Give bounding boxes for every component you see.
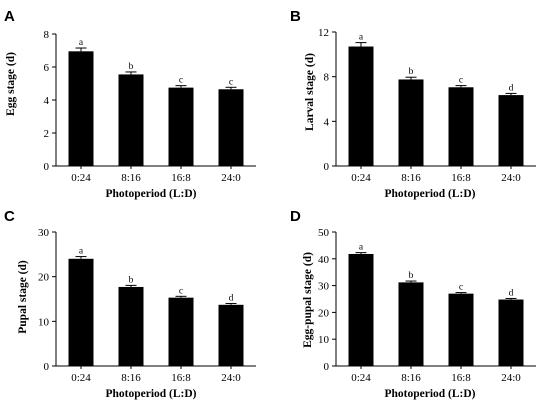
panel-d-bar [348, 253, 374, 366]
panel-d-y-tick-label: 0 [324, 361, 330, 373]
panel-c-bar [168, 297, 194, 366]
panel-b-y-tick-label: 0 [324, 161, 330, 173]
panel-a-bar [218, 89, 244, 166]
panel-c-y-tick-label: 20 [38, 272, 50, 284]
panel-a-bar [168, 87, 194, 166]
panel-b-x-tick-label: 8:16 [401, 172, 421, 184]
panel-b-significance-label: b [409, 67, 414, 77]
panel-c-x-tick-label: 24:0 [221, 372, 241, 384]
panel-c-significance-label: a [79, 247, 84, 257]
panel-c-significance-label: b [129, 275, 134, 285]
panel-c-x-tick-label: 16:8 [171, 372, 191, 384]
panel-d-y-tick-label: 10 [318, 334, 330, 346]
panel-a-ylabel: Egg stage (d) [5, 52, 17, 116]
panel-letter-a: A [4, 8, 15, 25]
panel-b-ylabel: Larval stage (d) [304, 53, 316, 131]
panel-b-bar [498, 95, 524, 166]
panel-a-significance-label: c [229, 77, 233, 87]
panel-b: B Larval stage (d) Photoperiod (L:D) 0 4 8… [290, 8, 536, 200]
panel-a-significance-label: c [179, 76, 183, 86]
panel-d-y-tick-label: 50 [318, 227, 330, 239]
panel-d-y-tick-label: 20 [318, 307, 330, 319]
panel-b-plot: 0 4 8 12 a 0:24 b 8:16 c 16:8 d 24:0 [318, 27, 536, 184]
panel-d-bar [398, 282, 424, 366]
panel-d-x-tick-label: 0:24 [351, 372, 371, 384]
panel-letter-b: B [290, 8, 301, 25]
panel-c-y-tick-label: 10 [38, 316, 50, 328]
panel-a-bar [118, 74, 144, 166]
panel-a-y-tick-label: 0 [44, 161, 50, 173]
panel-d-x-tick-label: 24:0 [501, 372, 521, 384]
panel-d-bar [498, 299, 524, 366]
panel-a-bar [68, 51, 94, 167]
panel-b-xlabel: Photoperiod (L:D) [384, 188, 475, 200]
panel-d-x-tick-label: 8:16 [401, 372, 421, 384]
panel-a-significance-label: a [79, 38, 84, 48]
panel-letter-c: C [4, 208, 15, 225]
panel-b-bar [398, 79, 424, 166]
panel-d-significance-label: a [359, 243, 364, 253]
panel-a-x-tick-label: 24:0 [221, 172, 241, 184]
panel-d-bar [448, 293, 474, 366]
panel-c-ylabel: Pupal stage (d) [17, 260, 29, 334]
panel-a-y-tick-label: 2 [44, 128, 50, 140]
panel-c-bar [218, 304, 244, 366]
panel-a-xlabel: Photoperiod (L:D) [105, 188, 196, 200]
panel-a-x-tick-label: 8:16 [121, 172, 141, 184]
panel-b-significance-label: d [509, 83, 514, 93]
panel-d-significance-label: d [509, 288, 514, 298]
panel-d-significance-label: c [459, 283, 463, 293]
panel-d-significance-label: b [409, 271, 414, 281]
panel-d-ylabel: Egg-pupal stage (d) [302, 252, 314, 348]
panel-c: C Pupal stage (d) Photoperiod (L:D) 0 10 2… [4, 208, 256, 400]
panel-letter-d: D [290, 208, 301, 225]
panel-a-y-tick-label: 4 [44, 95, 50, 107]
panel-c-x-tick-label: 0:24 [71, 372, 91, 384]
panel-b-x-tick-label: 24:0 [501, 172, 521, 184]
panel-a-plot: 0 2 4 6 8 a 0:24 b 8:16 c 16:8 c 24:0 [44, 29, 256, 184]
panel-c-bar [68, 258, 94, 366]
panel-b-y-tick-label: 4 [324, 116, 330, 128]
panel-b-x-tick-label: 16:8 [451, 172, 471, 184]
panel-c-y-tick-label: 30 [38, 227, 50, 239]
panel-c-significance-label: d [229, 293, 234, 303]
panel-c-y-tick-label: 0 [44, 361, 50, 373]
panel-a-x-tick-label: 16:8 [171, 172, 191, 184]
panel-b-bar [348, 46, 374, 167]
panel-a-y-tick-label: 8 [44, 29, 50, 41]
panel-a-x-tick-label: 0:24 [71, 172, 91, 184]
panel-c-plot: 0 10 20 30 a 0:24 b 8:16 c 16:8 d 24:0 [38, 227, 256, 384]
panel-d-plot: 0 10 20 30 40 50 a 0:24 b 8:16 c 16:8 d 24:0 [318, 227, 536, 384]
panel-b-y-tick-label: 8 [324, 72, 330, 84]
panel-b-y-tick-label: 12 [318, 27, 329, 39]
panel-d-x-tick-label: 16:8 [451, 372, 471, 384]
panel-b-significance-label: a [359, 33, 364, 43]
panel-b-significance-label: c [459, 76, 463, 86]
panel-c-x-tick-label: 8:16 [121, 372, 141, 384]
panel-a-significance-label: b [129, 62, 134, 72]
panel-a: A Egg stage (d) Photoperiod (L:D) 0 2 4 6 8 a… [4, 8, 256, 200]
panel-d-y-tick-label: 40 [318, 254, 330, 266]
panel-d-y-tick-label: 30 [318, 281, 330, 293]
panel-d: D Egg-pupal stage (d) Photoperiod (L:D) … [290, 208, 536, 400]
panel-b-bar [448, 87, 474, 166]
panel-c-significance-label: c [179, 286, 183, 296]
panel-a-y-tick-label: 6 [44, 62, 50, 74]
panel-c-bar [118, 286, 144, 366]
panel-b-x-tick-label: 0:24 [351, 172, 371, 184]
panel-c-xlabel: Photoperiod (L:D) [105, 388, 196, 400]
panel-d-xlabel: Photoperiod (L:D) [384, 388, 475, 400]
